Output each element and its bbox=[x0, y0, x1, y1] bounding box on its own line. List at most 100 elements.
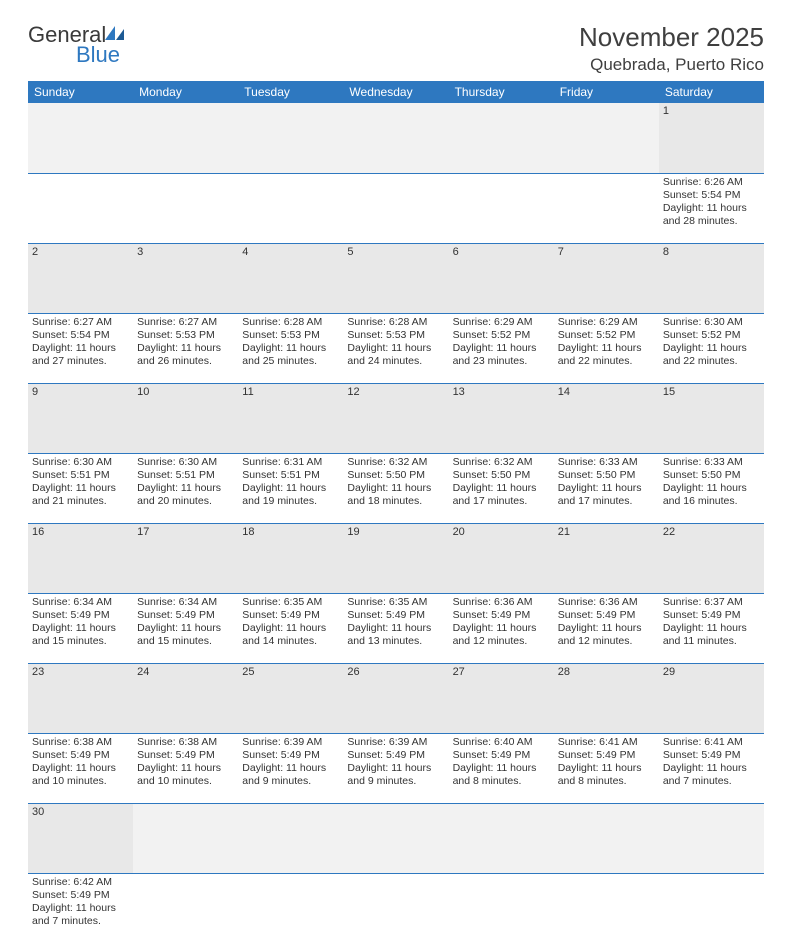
day-cell-content: Sunrise: 6:31 AMSunset: 5:51 PMDaylight:… bbox=[242, 456, 339, 509]
day-text-line: Daylight: 11 hours bbox=[453, 342, 550, 355]
day-text-line: Sunrise: 6:35 AM bbox=[242, 596, 339, 609]
day-cell bbox=[133, 173, 238, 243]
day-text-line: Sunset: 5:50 PM bbox=[453, 469, 550, 482]
day-text-line: Daylight: 11 hours bbox=[558, 622, 655, 635]
day-text-line: Sunset: 5:49 PM bbox=[32, 749, 129, 762]
day-number-cell: 16 bbox=[28, 523, 133, 593]
day-number-cell bbox=[449, 803, 554, 873]
day-text-line: Sunset: 5:49 PM bbox=[137, 749, 234, 762]
day-text-line: Daylight: 11 hours bbox=[558, 342, 655, 355]
day-number-cell bbox=[133, 103, 238, 173]
day-cell-content: Sunrise: 6:36 AMSunset: 5:49 PMDaylight:… bbox=[558, 596, 655, 649]
day-text-line: Daylight: 11 hours bbox=[137, 342, 234, 355]
day-cell-content: Sunrise: 6:36 AMSunset: 5:49 PMDaylight:… bbox=[453, 596, 550, 649]
day-text-line: Sunrise: 6:30 AM bbox=[137, 456, 234, 469]
day-cell-content: Sunrise: 6:39 AMSunset: 5:49 PMDaylight:… bbox=[242, 736, 339, 789]
day-text-line: and 27 minutes. bbox=[32, 355, 129, 368]
day-text-line: Daylight: 11 hours bbox=[663, 202, 760, 215]
day-text-line: Daylight: 11 hours bbox=[558, 762, 655, 775]
day-cell bbox=[343, 173, 448, 243]
day-text-line: Sunrise: 6:32 AM bbox=[347, 456, 444, 469]
day-text-line: and 17 minutes. bbox=[558, 495, 655, 508]
day-number-cell: 11 bbox=[238, 383, 343, 453]
weekday-header: Monday bbox=[133, 81, 238, 103]
day-number-cell: 8 bbox=[659, 243, 764, 313]
day-text-line: Sunrise: 6:29 AM bbox=[558, 316, 655, 329]
day-text-line: Daylight: 11 hours bbox=[242, 762, 339, 775]
weekday-header: Wednesday bbox=[343, 81, 448, 103]
day-text-line: Daylight: 11 hours bbox=[663, 342, 760, 355]
day-text-line: and 15 minutes. bbox=[32, 635, 129, 648]
day-number-cell: 29 bbox=[659, 663, 764, 733]
day-cell: Sunrise: 6:33 AMSunset: 5:50 PMDaylight:… bbox=[554, 453, 659, 523]
day-number-row: 23242526272829 bbox=[28, 663, 764, 733]
day-text-line: and 16 minutes. bbox=[663, 495, 760, 508]
day-number-cell: 18 bbox=[238, 523, 343, 593]
day-cell bbox=[554, 873, 659, 943]
day-cell: Sunrise: 6:38 AMSunset: 5:49 PMDaylight:… bbox=[133, 733, 238, 803]
day-cell: Sunrise: 6:32 AMSunset: 5:50 PMDaylight:… bbox=[343, 453, 448, 523]
day-number-cell: 1 bbox=[659, 103, 764, 173]
day-text-line: Sunrise: 6:31 AM bbox=[242, 456, 339, 469]
day-cell: Sunrise: 6:41 AMSunset: 5:49 PMDaylight:… bbox=[554, 733, 659, 803]
day-number-cell: 9 bbox=[28, 383, 133, 453]
day-text-line: Daylight: 11 hours bbox=[242, 482, 339, 495]
day-text-line: Sunset: 5:54 PM bbox=[663, 189, 760, 202]
day-text-line: Sunrise: 6:27 AM bbox=[32, 316, 129, 329]
day-text-line: Daylight: 11 hours bbox=[347, 482, 444, 495]
day-text-line: and 13 minutes. bbox=[347, 635, 444, 648]
day-text-line: and 9 minutes. bbox=[242, 775, 339, 788]
day-number-cell: 20 bbox=[449, 523, 554, 593]
day-number-row: 9101112131415 bbox=[28, 383, 764, 453]
day-number-cell: 15 bbox=[659, 383, 764, 453]
day-text-line: Sunrise: 6:34 AM bbox=[32, 596, 129, 609]
day-content-row: Sunrise: 6:34 AMSunset: 5:49 PMDaylight:… bbox=[28, 593, 764, 663]
day-text-line: Sunset: 5:50 PM bbox=[663, 469, 760, 482]
day-cell-content: Sunrise: 6:33 AMSunset: 5:50 PMDaylight:… bbox=[663, 456, 760, 509]
day-cell: Sunrise: 6:28 AMSunset: 5:53 PMDaylight:… bbox=[343, 313, 448, 383]
day-cell: Sunrise: 6:36 AMSunset: 5:49 PMDaylight:… bbox=[554, 593, 659, 663]
day-cell-content: Sunrise: 6:41 AMSunset: 5:49 PMDaylight:… bbox=[558, 736, 655, 789]
day-cell: Sunrise: 6:28 AMSunset: 5:53 PMDaylight:… bbox=[238, 313, 343, 383]
day-text-line: Sunset: 5:49 PM bbox=[137, 609, 234, 622]
day-cell bbox=[238, 173, 343, 243]
day-cell: Sunrise: 6:32 AMSunset: 5:50 PMDaylight:… bbox=[449, 453, 554, 523]
day-text-line: Sunrise: 6:39 AM bbox=[347, 736, 444, 749]
day-cell: Sunrise: 6:33 AMSunset: 5:50 PMDaylight:… bbox=[659, 453, 764, 523]
day-cell-content: Sunrise: 6:35 AMSunset: 5:49 PMDaylight:… bbox=[242, 596, 339, 649]
day-cell-content: Sunrise: 6:28 AMSunset: 5:53 PMDaylight:… bbox=[242, 316, 339, 369]
day-number-cell: 27 bbox=[449, 663, 554, 733]
day-number-cell: 25 bbox=[238, 663, 343, 733]
day-text-line: Sunrise: 6:37 AM bbox=[663, 596, 760, 609]
day-text-line: Sunset: 5:54 PM bbox=[32, 329, 129, 342]
day-text-line: Sunset: 5:52 PM bbox=[558, 329, 655, 342]
day-cell: Sunrise: 6:41 AMSunset: 5:49 PMDaylight:… bbox=[659, 733, 764, 803]
day-cell-content: Sunrise: 6:27 AMSunset: 5:53 PMDaylight:… bbox=[137, 316, 234, 369]
day-text-line: and 20 minutes. bbox=[137, 495, 234, 508]
day-cell: Sunrise: 6:29 AMSunset: 5:52 PMDaylight:… bbox=[554, 313, 659, 383]
day-text-line: Sunrise: 6:36 AM bbox=[558, 596, 655, 609]
day-cell: Sunrise: 6:30 AMSunset: 5:52 PMDaylight:… bbox=[659, 313, 764, 383]
day-cell: Sunrise: 6:39 AMSunset: 5:49 PMDaylight:… bbox=[343, 733, 448, 803]
page-title: November 2025 bbox=[579, 22, 764, 53]
day-text-line: Sunset: 5:53 PM bbox=[137, 329, 234, 342]
day-number-cell bbox=[133, 803, 238, 873]
calendar-table: Sunday Monday Tuesday Wednesday Thursday… bbox=[28, 81, 764, 943]
location-label: Quebrada, Puerto Rico bbox=[579, 55, 764, 75]
day-cell-content: Sunrise: 6:39 AMSunset: 5:49 PMDaylight:… bbox=[347, 736, 444, 789]
day-text-line: Sunrise: 6:38 AM bbox=[32, 736, 129, 749]
day-text-line: Sunset: 5:49 PM bbox=[558, 749, 655, 762]
day-text-line: and 12 minutes. bbox=[453, 635, 550, 648]
day-text-line: Daylight: 11 hours bbox=[32, 482, 129, 495]
day-text-line: Sunset: 5:49 PM bbox=[242, 609, 339, 622]
day-text-line: Sunset: 5:49 PM bbox=[347, 609, 444, 622]
day-text-line: and 15 minutes. bbox=[137, 635, 234, 648]
day-text-line: Daylight: 11 hours bbox=[663, 622, 760, 635]
day-text-line: Sunrise: 6:35 AM bbox=[347, 596, 444, 609]
day-text-line: Sunrise: 6:38 AM bbox=[137, 736, 234, 749]
day-text-line: Daylight: 11 hours bbox=[453, 482, 550, 495]
day-text-line: Sunrise: 6:33 AM bbox=[558, 456, 655, 469]
day-text-line: and 23 minutes. bbox=[453, 355, 550, 368]
day-text-line: Sunset: 5:49 PM bbox=[32, 609, 129, 622]
day-number-cell: 19 bbox=[343, 523, 448, 593]
